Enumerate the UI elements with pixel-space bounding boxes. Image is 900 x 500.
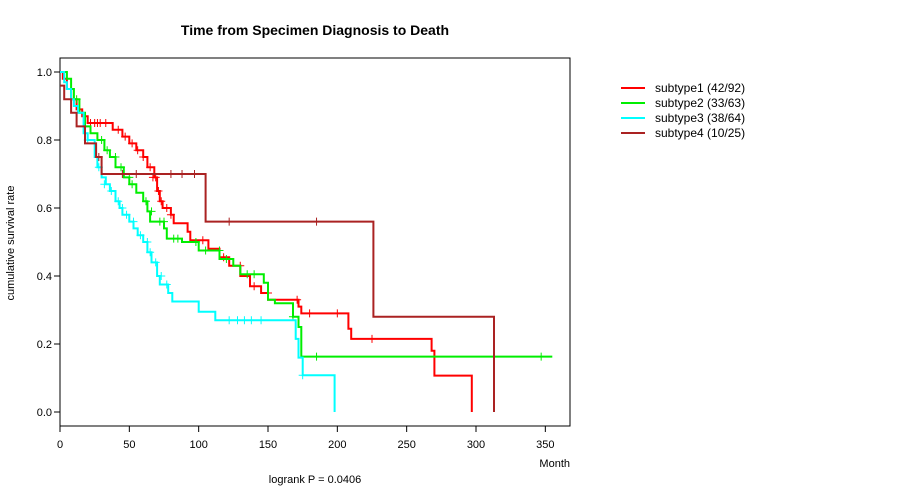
censor-mark	[368, 334, 376, 343]
censor-mark	[97, 136, 106, 144]
censor-mark	[117, 163, 126, 172]
censor-mark	[215, 246, 224, 255]
censor-mark	[146, 163, 155, 172]
censor-mark	[225, 217, 234, 226]
censor-mark	[166, 170, 175, 178]
censor-mark	[132, 170, 141, 178]
censor-mark	[94, 153, 103, 161]
censor-mark	[257, 316, 266, 325]
censor-mark	[121, 132, 130, 141]
censor-mark	[250, 282, 259, 291]
series-4	[60, 84, 495, 412]
y-axis: 0.0 0.2 0.4 0.6 0.8 1.0	[37, 67, 60, 419]
y-tick-label: 1.0	[37, 67, 52, 79]
censor-mark	[143, 238, 152, 246]
censor-mark	[157, 272, 166, 280]
plot-frame	[59, 57, 571, 427]
censor-mark	[233, 316, 242, 325]
censor-mark	[537, 352, 546, 361]
x-tick-label: 150	[259, 439, 277, 451]
chart-title: Time from Specimen Diagnosis to Death	[181, 22, 449, 38]
censor-mark	[166, 210, 175, 219]
series-3	[60, 71, 336, 412]
censor-mark	[107, 187, 116, 195]
x-tick-label: 100	[189, 439, 207, 451]
censor-mark	[122, 210, 131, 219]
censor-mark	[133, 146, 142, 155]
series-1	[60, 71, 473, 412]
y-tick-label: 0.0	[37, 407, 52, 419]
censor-mark	[312, 217, 321, 226]
censor-mark	[222, 255, 231, 263]
x-axis-label: Month	[539, 458, 570, 470]
series-layer	[60, 71, 553, 412]
censor-mark	[154, 187, 163, 195]
y-tick-label: 0.4	[37, 271, 52, 283]
y-axis-label: cumulative survival rate	[5, 186, 17, 301]
censor-mark	[298, 371, 307, 380]
censor-mark	[312, 352, 321, 361]
censor-mark	[160, 217, 168, 226]
legend-entry: subtype3 (38/64)	[655, 111, 745, 125]
censor-mark	[139, 153, 148, 161]
logrank-pvalue: logrank P = 0.0406	[269, 474, 361, 486]
censor-mark	[240, 316, 249, 325]
censor-mark	[305, 309, 314, 318]
censor-mark	[129, 217, 138, 226]
censor-mark	[141, 197, 150, 206]
censor-mark	[157, 197, 166, 206]
censor-mark	[333, 309, 342, 318]
y-tick-label: 0.2	[37, 339, 52, 351]
x-tick-label: 50	[123, 439, 135, 451]
censor-mark	[101, 119, 110, 127]
x-tick-label: 250	[397, 439, 415, 451]
censor-mark	[162, 280, 171, 289]
x-tick-label: 300	[467, 439, 485, 451]
legend-entry: subtype1 (42/92)	[655, 81, 745, 95]
censor-mark	[173, 234, 182, 243]
x-axis: 0 50 100 150 200 250 300 350	[57, 426, 555, 451]
censor-mark	[118, 170, 127, 178]
survival-curve-4	[60, 84, 495, 412]
y-tick-label: 0.8	[37, 135, 52, 147]
x-tick-label: 200	[328, 439, 346, 451]
censor-mark	[118, 204, 127, 212]
censor-mark	[128, 139, 137, 148]
censor-mark	[100, 180, 109, 189]
censor-mark	[147, 207, 156, 216]
y-tick-label: 0.6	[37, 203, 52, 215]
censor-mark	[114, 125, 123, 134]
censor-mark	[178, 170, 187, 178]
censor-mark	[190, 170, 199, 178]
censor-mark	[136, 231, 145, 240]
legend: subtype1 (42/92)subtype2 (33/63)subtype3…	[621, 81, 745, 140]
censor-mark	[128, 180, 137, 189]
censor-mark	[111, 153, 120, 161]
censor-mark	[103, 146, 112, 155]
legend-entry: subtype4 (10/25)	[655, 126, 745, 140]
censor-mark	[225, 316, 234, 325]
survival-curve-1	[60, 71, 473, 412]
censor-mark	[191, 238, 200, 246]
censor-mark	[162, 204, 171, 212]
censor-mark	[293, 295, 302, 304]
censor-mark	[146, 248, 155, 257]
censor-mark	[151, 258, 160, 267]
censor-mark	[243, 270, 252, 279]
legend-entry: subtype2 (33/63)	[655, 96, 745, 110]
censor-mark	[250, 270, 259, 279]
censor-mark	[201, 246, 210, 255]
x-tick-label: 350	[536, 439, 554, 451]
censor-mark	[198, 236, 207, 245]
censor-mark	[247, 316, 256, 325]
censor-mark	[114, 197, 123, 206]
x-tick-label: 0	[57, 439, 63, 451]
